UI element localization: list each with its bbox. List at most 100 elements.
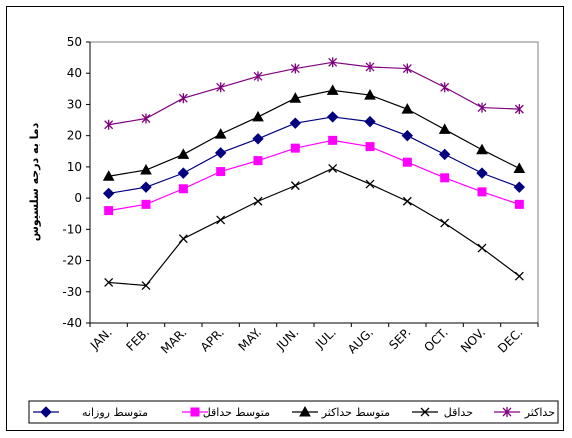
series-1 (102, 111, 526, 200)
series-3 (102, 84, 526, 181)
data-point (402, 157, 412, 167)
data-point (177, 148, 190, 159)
x-tick-label: AUG. (345, 325, 376, 356)
y-tick-label: 50 (67, 35, 82, 49)
series-line (108, 89, 520, 177)
series-4 (104, 163, 524, 290)
series-2 (104, 135, 524, 216)
x-tick-label: NOV. (458, 325, 488, 355)
legend-swatch-marker (502, 407, 512, 417)
data-point (216, 215, 226, 225)
legend-label: حداقل (444, 406, 473, 419)
data-point (140, 181, 152, 193)
legend-swatch-marker (40, 406, 52, 418)
x-tick-label: JUL. (312, 325, 339, 352)
data-point (440, 173, 450, 183)
series-line (108, 61, 520, 126)
data-point (477, 187, 487, 197)
data-point (177, 167, 190, 179)
data-point (328, 57, 338, 68)
data-point (438, 123, 451, 134)
x-tick-label: MAY. (236, 325, 265, 354)
data-point (438, 148, 451, 161)
data-point (476, 143, 488, 155)
data-point (214, 128, 227, 139)
data-point (513, 181, 526, 193)
x-tick-label: JUN. (273, 325, 301, 353)
data-point (141, 199, 151, 209)
data-point (477, 102, 487, 113)
x-tick-label: OCT. (421, 325, 450, 354)
legend-swatch-marker (420, 407, 430, 417)
data-point (289, 117, 302, 129)
data-point (477, 243, 487, 253)
data-point (104, 119, 114, 130)
y-tick-label: -10 (62, 222, 82, 236)
legend-label: متوسط روزانه (82, 406, 148, 419)
x-tick-label: DEC. (495, 325, 525, 355)
data-point (252, 110, 264, 122)
data-point (140, 163, 152, 175)
data-point (365, 179, 375, 189)
legend-label: متوسط حداكثر (321, 406, 390, 419)
data-point (514, 271, 524, 281)
series-line (108, 167, 520, 287)
x-tick-label: SEP. (386, 325, 413, 352)
data-point (253, 71, 263, 82)
data-point (290, 63, 300, 74)
data-point (102, 170, 115, 181)
x-tick-label: APR. (198, 325, 227, 354)
data-point (364, 89, 376, 100)
data-point (365, 142, 375, 152)
data-point (326, 84, 339, 95)
data-point (253, 196, 263, 206)
chart-frame (6, 6, 564, 431)
data-point (253, 156, 263, 166)
data-point (290, 181, 300, 191)
legend-swatch-marker (190, 407, 200, 417)
data-point (102, 187, 115, 200)
data-point (328, 135, 338, 145)
data-point (178, 234, 188, 244)
data-point (440, 218, 450, 228)
data-point (290, 143, 300, 153)
data-point (104, 277, 114, 287)
legend-item: متوسط روزانه (33, 406, 148, 419)
data-point (214, 147, 227, 159)
legend-item: متوسط حداقل (182, 406, 270, 419)
series-5 (104, 57, 524, 130)
data-point (252, 133, 264, 145)
y-tick-label: 10 (67, 160, 82, 174)
legend-item: حداكثر (494, 406, 555, 419)
x-tick-label: MAR. (158, 325, 189, 356)
data-point (440, 82, 450, 93)
data-point (216, 82, 226, 93)
data-point (104, 206, 114, 216)
data-point (178, 184, 188, 194)
data-point (326, 111, 339, 123)
data-point (365, 61, 375, 72)
y-tick-label: -30 (62, 285, 82, 299)
y-tick-label: -20 (62, 254, 82, 268)
data-point (289, 92, 302, 103)
legend-label: متوسط حداقل (203, 406, 270, 419)
data-point (141, 113, 151, 124)
data-point (216, 167, 226, 177)
y-tick-label: 20 (67, 129, 82, 143)
data-point (402, 63, 412, 74)
data-point (402, 196, 412, 206)
data-point (178, 93, 188, 104)
y-tick-label: 30 (67, 97, 82, 111)
legend-label: حداكثر (524, 406, 555, 419)
legend-swatch-marker (299, 405, 311, 417)
y-tick-label: 40 (67, 66, 82, 80)
legend-item: حداقل (412, 406, 473, 419)
data-point (328, 163, 338, 173)
data-point (401, 103, 414, 114)
y-tick-label: -40 (62, 316, 82, 330)
data-point (141, 281, 151, 290)
data-point (513, 162, 526, 173)
y-axis-label: دما به درجه سلسيوس (28, 122, 41, 241)
data-point (476, 167, 488, 179)
